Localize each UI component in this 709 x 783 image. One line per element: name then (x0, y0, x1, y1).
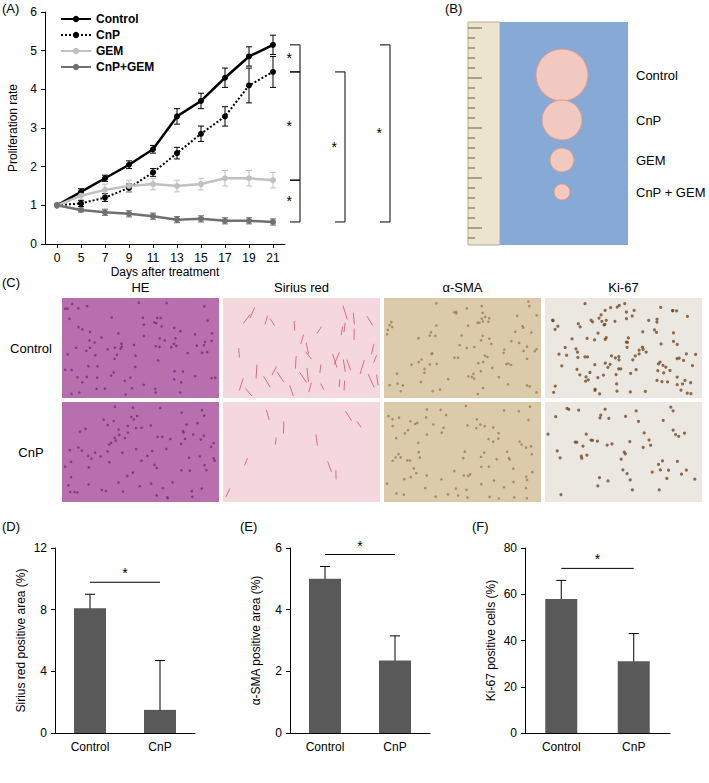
svg-text:0: 0 (30, 237, 37, 251)
svg-text:Control: Control (10, 341, 52, 356)
svg-text:19: 19 (242, 251, 256, 265)
svg-text:Control: Control (306, 740, 345, 754)
svg-text:15: 15 (194, 251, 208, 265)
svg-text:GEM: GEM (636, 153, 666, 168)
svg-text:*: * (122, 565, 128, 581)
svg-text:CnP+GEM: CnP+GEM (96, 60, 154, 74)
svg-text:0: 0 (40, 726, 47, 740)
svg-text:17: 17 (218, 251, 232, 265)
svg-text:Ki-67 positive cells (%): Ki-67 positive cells (%) (484, 580, 498, 701)
svg-text:5: 5 (78, 251, 85, 265)
svg-text:*: * (287, 118, 293, 134)
svg-text:40: 40 (504, 634, 518, 648)
svg-text:CnP + GEM: CnP + GEM (636, 185, 705, 200)
svg-text:α-SMA positive area (%): α-SMA positive area (%) (249, 576, 263, 706)
svg-text:20: 20 (504, 680, 518, 694)
svg-text:HE: HE (131, 280, 149, 295)
svg-text:(C): (C) (2, 275, 20, 290)
svg-text:CnP: CnP (636, 113, 661, 128)
svg-text:*: * (377, 125, 383, 141)
svg-text:*: * (357, 538, 363, 554)
svg-text:2: 2 (275, 664, 282, 678)
svg-text:5: 5 (30, 44, 37, 58)
svg-text:80: 80 (504, 541, 518, 555)
svg-text:7: 7 (102, 251, 109, 265)
svg-text:Sirius red positive area (%): Sirius red positive area (%) (14, 568, 28, 712)
svg-text:6: 6 (30, 5, 37, 19)
svg-text:CnP: CnP (383, 740, 406, 754)
svg-text:9: 9 (126, 251, 133, 265)
svg-text:CnP: CnP (622, 740, 645, 754)
svg-text:CnP: CnP (148, 740, 171, 754)
svg-text:α-SMA: α-SMA (442, 280, 482, 295)
svg-text:Control: Control (96, 12, 139, 26)
svg-text:Control: Control (636, 68, 678, 83)
svg-text:4: 4 (275, 603, 282, 617)
svg-text:8: 8 (40, 603, 47, 617)
svg-text:*: * (287, 193, 293, 209)
svg-text:11: 11 (147, 251, 160, 265)
svg-text:(F): (F) (472, 519, 489, 534)
svg-text:CnP: CnP (96, 28, 120, 42)
svg-text:*: * (595, 551, 601, 567)
svg-text:Proliferation rate: Proliferation rate (6, 84, 20, 172)
svg-text:6: 6 (275, 541, 282, 555)
svg-text:Sirius red: Sirius red (274, 280, 329, 295)
svg-text:3: 3 (30, 121, 37, 135)
svg-text:CnP: CnP (18, 445, 43, 460)
svg-text:*: * (287, 50, 293, 66)
svg-text:Days after treatment: Days after treatment (111, 265, 220, 279)
svg-text:0: 0 (275, 726, 282, 740)
svg-text:(E): (E) (240, 519, 257, 534)
svg-text:*: * (332, 139, 338, 155)
svg-text:13: 13 (170, 251, 184, 265)
svg-text:4: 4 (30, 82, 37, 96)
svg-text:0: 0 (54, 251, 61, 265)
svg-text:1: 1 (30, 198, 37, 212)
svg-text:(B): (B) (445, 1, 462, 16)
svg-text:4: 4 (40, 664, 47, 678)
svg-text:(A): (A) (2, 1, 19, 16)
svg-text:12: 12 (34, 541, 48, 555)
svg-text:Control: Control (542, 740, 581, 754)
svg-text:21: 21 (266, 251, 280, 265)
svg-text:(D): (D) (2, 519, 20, 534)
svg-text:GEM: GEM (96, 44, 123, 58)
svg-text:0: 0 (510, 726, 517, 740)
svg-text:60: 60 (504, 587, 518, 601)
svg-text:2: 2 (30, 160, 37, 174)
svg-text:Control: Control (71, 740, 110, 754)
svg-text:Ki-67: Ki-67 (608, 280, 638, 295)
